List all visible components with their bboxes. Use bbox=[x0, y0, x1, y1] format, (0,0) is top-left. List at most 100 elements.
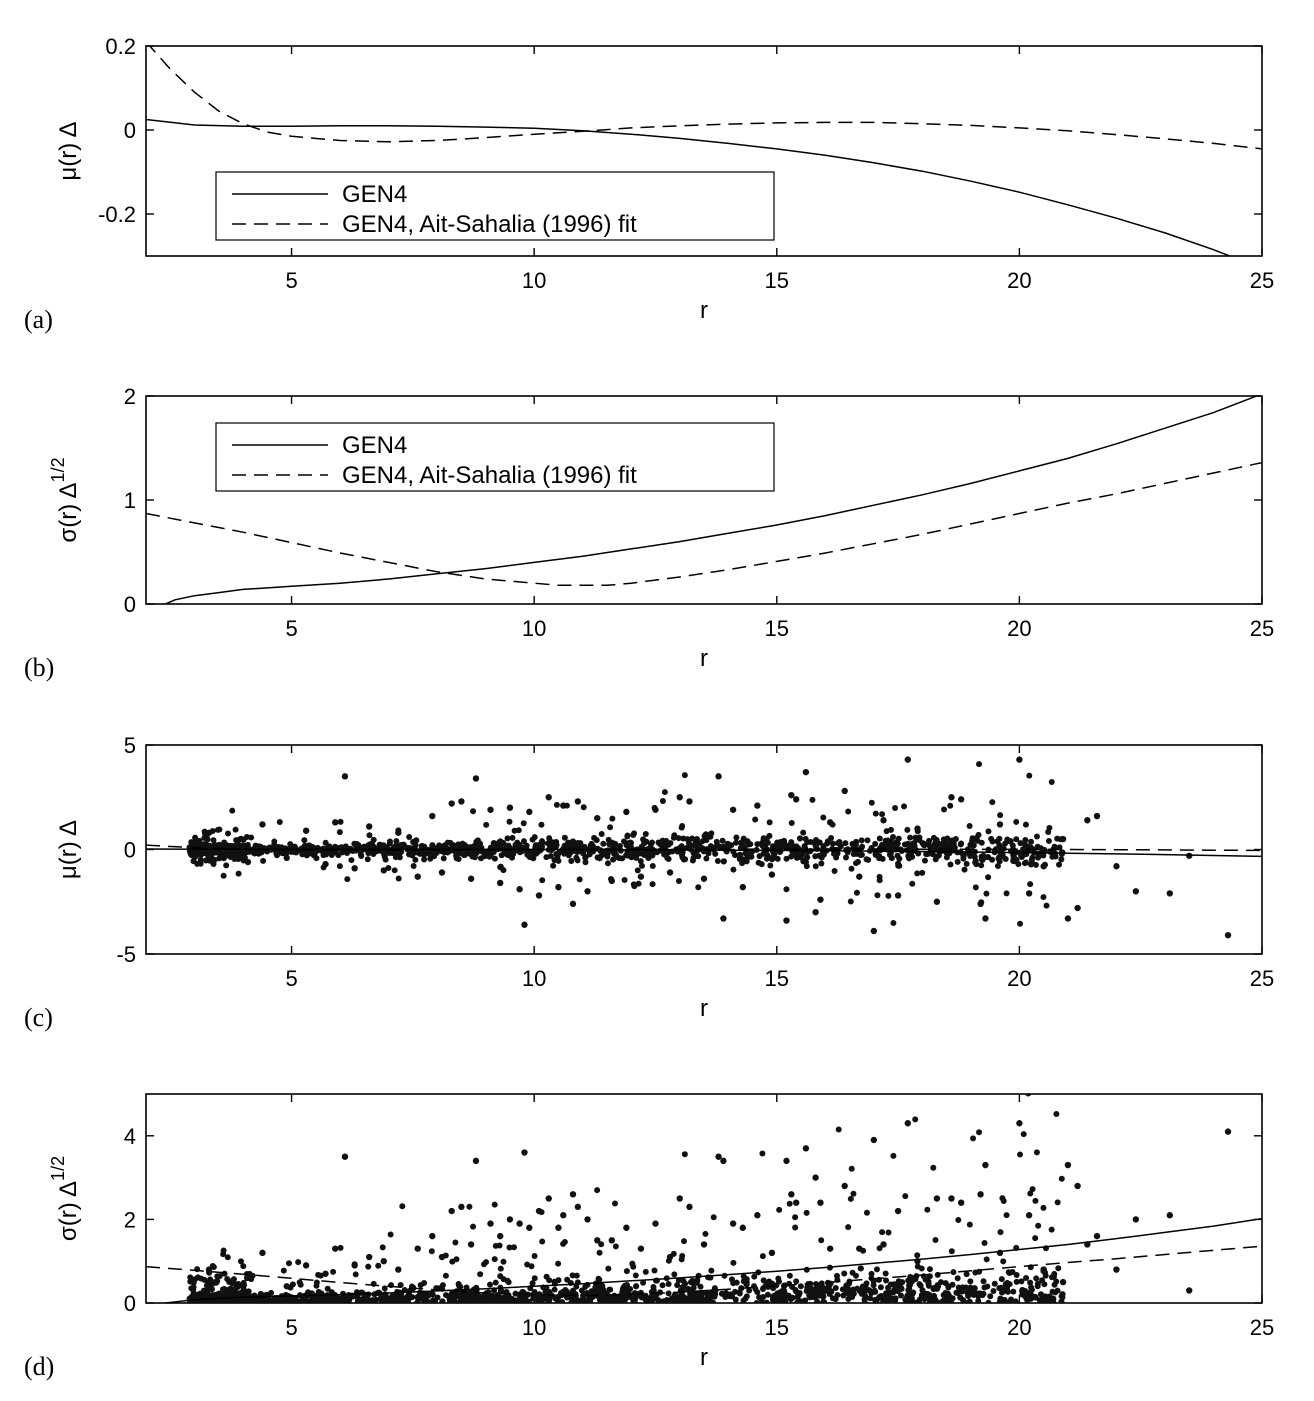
x-tick-label: 20 bbox=[1007, 268, 1031, 293]
scatter-point bbox=[637, 858, 644, 865]
scatter-point bbox=[228, 1299, 235, 1303]
scatter-point bbox=[947, 802, 954, 809]
scatter-point bbox=[220, 1247, 227, 1254]
scatter-point bbox=[339, 1296, 346, 1303]
scatter-point bbox=[876, 855, 883, 862]
scatter-point bbox=[1022, 821, 1029, 828]
scatter-point bbox=[710, 1299, 717, 1303]
scatter-point bbox=[429, 1232, 436, 1240]
y-tick-label: 2 bbox=[124, 384, 136, 409]
scatter-point bbox=[721, 1272, 728, 1279]
scatter-point bbox=[1022, 841, 1029, 848]
scatter-point bbox=[983, 890, 990, 897]
scatter-point bbox=[352, 1271, 359, 1278]
scatter-point bbox=[874, 892, 881, 899]
scatter-point bbox=[981, 854, 988, 861]
scatter-point bbox=[826, 1282, 833, 1289]
scatter-point bbox=[562, 842, 569, 849]
scatter-point bbox=[652, 806, 659, 813]
panel-1: 5 10 15 20 25 -0.2 0 0.2 r (a) μ(r) Δ GEN4 GEN4, Ait… bbox=[24, 34, 1274, 334]
scatter-point bbox=[880, 1241, 887, 1248]
scatter-point bbox=[1132, 888, 1140, 895]
scatter-point bbox=[638, 1294, 645, 1301]
x-axis-label: r bbox=[700, 995, 708, 1022]
scatter-point bbox=[863, 856, 870, 863]
scatter-point bbox=[942, 1299, 949, 1303]
panel-letter: (b) bbox=[24, 653, 54, 682]
scatter-point bbox=[314, 1296, 321, 1303]
scatter-point bbox=[872, 810, 879, 817]
y-tick-label: 0 bbox=[124, 838, 136, 863]
scatter-point bbox=[788, 791, 795, 799]
scatter-point bbox=[353, 841, 360, 848]
scatter-point bbox=[671, 1271, 678, 1278]
scatter-point bbox=[892, 805, 899, 812]
scatter-point bbox=[894, 1207, 902, 1215]
scatter-point bbox=[928, 1298, 935, 1303]
scatter-point bbox=[431, 1297, 438, 1303]
scatter-point bbox=[442, 1272, 449, 1279]
scatter-point bbox=[930, 1164, 937, 1171]
scatter-point bbox=[681, 1238, 688, 1245]
legend: GEN4 GEN4, Ait-Sahalia (1996) fit bbox=[215, 171, 775, 241]
scatter-point bbox=[452, 1239, 459, 1246]
scatter-point bbox=[755, 859, 762, 866]
scatter-point bbox=[322, 860, 329, 868]
scatter-point bbox=[634, 867, 641, 874]
scatter-point bbox=[425, 850, 432, 857]
scatter-point bbox=[934, 1285, 941, 1292]
scatter-point bbox=[954, 858, 961, 865]
scatter-point bbox=[877, 1284, 884, 1291]
scatter-point bbox=[643, 1298, 650, 1303]
scatter-point bbox=[1009, 1268, 1016, 1275]
scatter-point bbox=[334, 1295, 341, 1302]
scatter-point bbox=[954, 1275, 961, 1282]
legend-entry-label: GEN4 bbox=[342, 181, 407, 208]
scatter-point bbox=[240, 1279, 247, 1286]
scatter-point bbox=[747, 850, 754, 857]
scatter-point bbox=[1045, 837, 1052, 844]
scatter-point bbox=[792, 1214, 799, 1221]
plot-area bbox=[146, 756, 1262, 939]
scatter-point bbox=[659, 797, 666, 804]
scatter-point bbox=[732, 1288, 739, 1295]
scatter-point bbox=[506, 1244, 513, 1251]
scatter-point bbox=[926, 842, 933, 849]
scatter-points bbox=[186, 1094, 1232, 1303]
scatter-point bbox=[733, 839, 740, 846]
scatter-point bbox=[834, 1272, 841, 1279]
scatter-point bbox=[516, 886, 523, 893]
series-line-gen4 bbox=[146, 118, 1232, 256]
scatter-point bbox=[777, 848, 784, 855]
scatter-point bbox=[244, 1274, 252, 1282]
panel-4: 5 10 15 20 25 0 2 4 r (d) σ(r) Δ1/2 bbox=[24, 1093, 1274, 1381]
scatter-point bbox=[753, 1299, 760, 1303]
scatter-point bbox=[872, 840, 879, 847]
scatter-point bbox=[484, 851, 491, 858]
scatter-point bbox=[788, 839, 795, 846]
scatter-point bbox=[259, 1249, 266, 1257]
scatter-point bbox=[975, 1297, 982, 1303]
legend-entry-label: GEN4, Ait-Sahalia (1996) fit bbox=[342, 211, 637, 238]
scatter-point bbox=[719, 843, 726, 850]
scatter-point bbox=[596, 1249, 603, 1256]
scatter-point bbox=[873, 1296, 880, 1303]
scatter-point bbox=[605, 836, 612, 843]
scatter-point bbox=[466, 1203, 473, 1210]
scatter-point bbox=[458, 798, 465, 805]
scatter-point bbox=[730, 1259, 737, 1266]
y-axis-label-superscript: 1/2 bbox=[48, 457, 68, 482]
scatter-point bbox=[506, 804, 514, 811]
scatter-point bbox=[901, 803, 908, 810]
scatter-point bbox=[520, 1295, 527, 1302]
scatter-point bbox=[944, 836, 951, 843]
scatter-point bbox=[692, 1299, 699, 1303]
scatter-point bbox=[611, 1200, 618, 1207]
scatter-point bbox=[998, 1276, 1005, 1283]
scatter-point bbox=[336, 863, 343, 870]
x-tick-label: 25 bbox=[1250, 966, 1274, 991]
scatter-point bbox=[596, 1282, 603, 1289]
scatter-point bbox=[1027, 1295, 1034, 1302]
scatter-point bbox=[770, 1295, 777, 1302]
scatter-point bbox=[788, 820, 795, 827]
